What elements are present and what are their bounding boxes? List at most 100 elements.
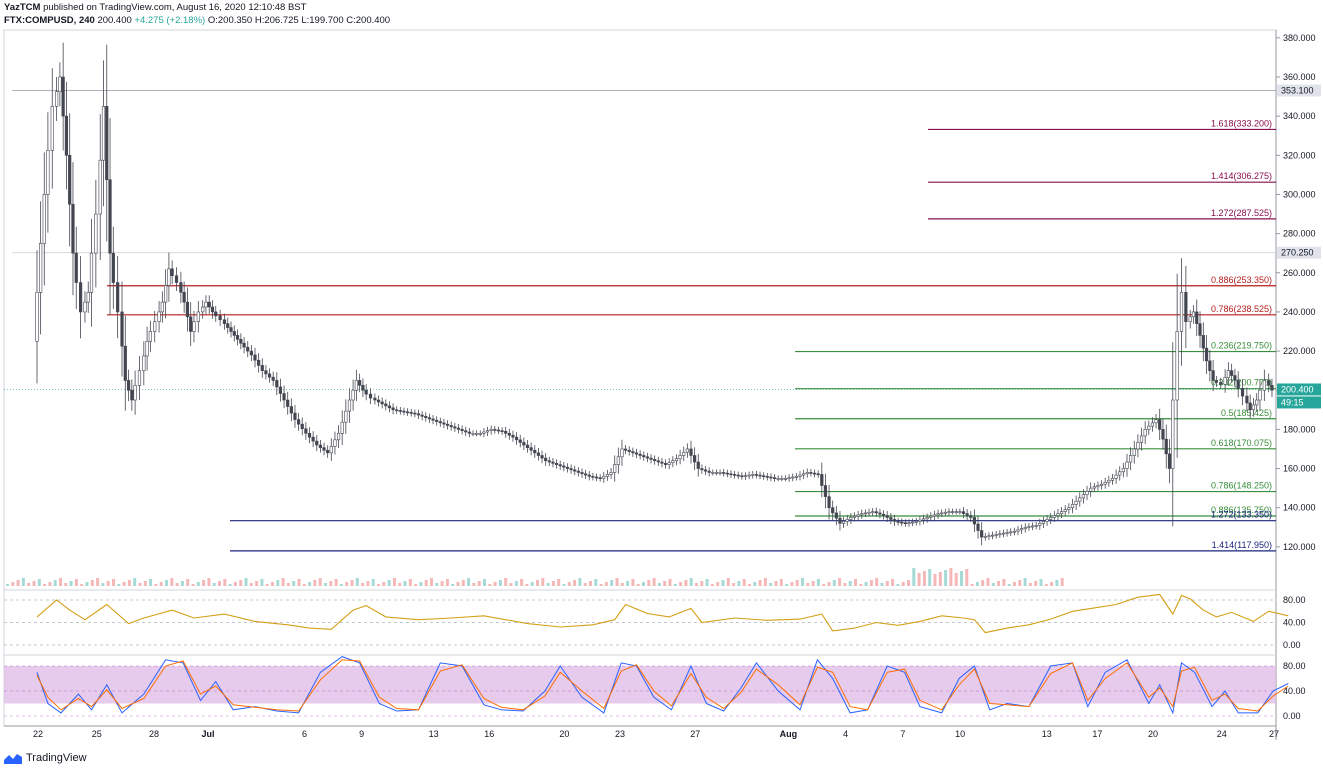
candle: [1175, 273, 1179, 458]
candle: [620, 439, 624, 466]
candle: [700, 464, 704, 474]
candle-body: [551, 461, 555, 464]
volume-bar: [610, 580, 614, 586]
candle-body: [1211, 370, 1215, 381]
volume-bar: [811, 581, 815, 586]
candle: [42, 152, 46, 286]
candle: [787, 474, 791, 482]
candle-body: [772, 477, 777, 479]
candle-body: [1167, 453, 1172, 469]
volume-bar: [647, 580, 651, 586]
candle-body: [1110, 478, 1115, 481]
stoch-tick-label: 80.00: [1283, 661, 1306, 671]
candle: [1027, 523, 1031, 531]
candle-body: [340, 421, 344, 434]
volume-bar: [583, 583, 587, 586]
volume-bar: [525, 584, 529, 586]
volume-bar: [265, 584, 269, 586]
candle: [703, 465, 708, 476]
candle: [812, 469, 817, 478]
candle-body: [798, 474, 802, 477]
author-name[interactable]: YazTCM: [4, 2, 41, 13]
volume-bar: [461, 580, 465, 586]
symbol-name[interactable]: FTX:COMPUSD, 240: [4, 15, 95, 26]
candle: [179, 271, 183, 304]
candle: [1005, 529, 1009, 537]
candle-body: [747, 474, 751, 477]
candle: [427, 413, 432, 423]
x-tick-label: 20: [1148, 729, 1158, 739]
volume-bar: [869, 580, 873, 586]
candle: [1188, 309, 1192, 329]
candle-body: [1248, 402, 1252, 411]
candle-body: [442, 422, 446, 425]
candle: [460, 425, 464, 435]
volume-bar: [779, 579, 783, 586]
candle-body: [222, 319, 227, 324]
candle-body: [918, 519, 922, 522]
candle: [987, 532, 991, 540]
high-value: H:206.725: [254, 15, 299, 26]
candle-body: [286, 399, 290, 407]
candle-body: [889, 517, 893, 520]
candle-body: [940, 512, 944, 515]
candle: [289, 398, 293, 422]
candle: [267, 368, 272, 383]
volume-bar: [997, 581, 1001, 586]
candle-body: [1240, 387, 1245, 397]
candle: [663, 459, 668, 469]
volume-bar: [37, 579, 41, 586]
candle: [380, 397, 384, 409]
candle: [464, 426, 468, 436]
y-tick-label: 340.000: [1283, 111, 1316, 121]
candle-body: [711, 472, 715, 474]
candle: [326, 445, 330, 458]
volume-bar: [445, 579, 449, 586]
candle: [293, 404, 297, 428]
candle-body: [587, 474, 591, 477]
candle: [336, 425, 341, 448]
candle-body: [936, 513, 940, 516]
candle: [573, 465, 577, 476]
candle: [438, 417, 442, 427]
candle-body: [307, 432, 312, 438]
candle-body: [743, 475, 748, 478]
volume-bar: [1013, 582, 1016, 586]
volume-bar: [483, 579, 486, 586]
volume-bar: [986, 578, 990, 586]
candle-body: [347, 399, 352, 412]
candle-body: [64, 115, 69, 156]
candle-body: [689, 448, 693, 456]
volume-bar: [244, 578, 248, 586]
candle: [667, 458, 671, 470]
volume-bar: [896, 584, 900, 586]
candle: [157, 301, 161, 333]
candle: [182, 281, 186, 313]
candle-body: [1038, 523, 1042, 526]
candle: [1030, 522, 1035, 531]
candle-body: [1214, 380, 1218, 383]
volume-bar: [32, 581, 36, 586]
candle-body: [336, 432, 341, 441]
candle: [257, 353, 261, 373]
candle-body: [994, 534, 998, 536]
candle-body: [831, 507, 835, 514]
volume-bar: [170, 578, 174, 586]
candle: [264, 365, 268, 380]
volume-bar: [790, 582, 794, 586]
tradingview-logo[interactable]: TradingView: [4, 752, 87, 764]
candle-body: [105, 106, 109, 181]
candle-body: [1132, 448, 1136, 456]
candle-body: [634, 452, 639, 455]
candle: [170, 260, 174, 285]
volume-bar: [324, 583, 327, 586]
candle: [1164, 424, 1168, 469]
candle: [983, 532, 987, 541]
candle: [1167, 439, 1172, 484]
volume-bar: [832, 580, 836, 586]
candle: [442, 418, 446, 429]
volume-bar: [806, 583, 810, 586]
volume-bar: [907, 580, 910, 586]
candle-body: [809, 472, 813, 474]
